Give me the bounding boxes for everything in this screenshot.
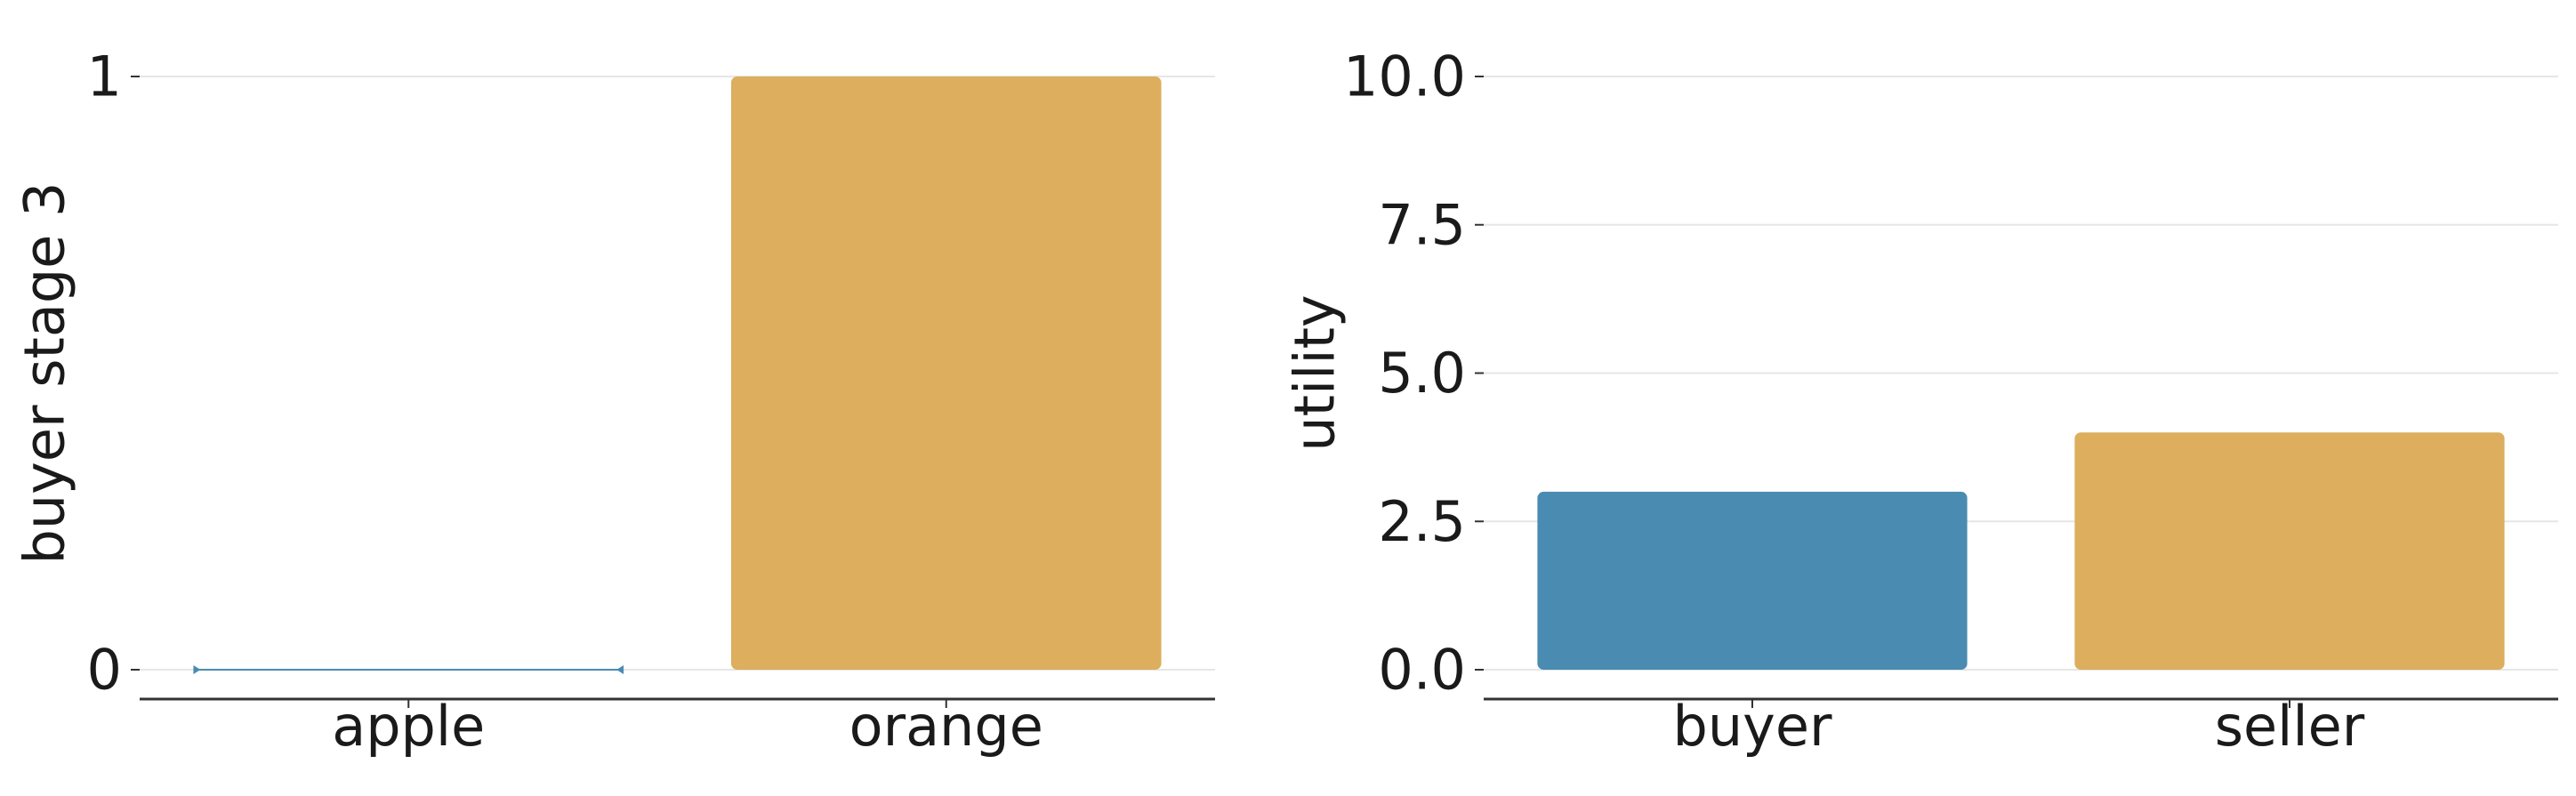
x-tick-label-buyer: buyer bbox=[1673, 694, 1832, 759]
bar-cap-right bbox=[616, 665, 624, 674]
bar-seller bbox=[2074, 432, 2505, 670]
y-axis-title: buyer stage 3 bbox=[12, 182, 77, 565]
bar-orange bbox=[730, 76, 1162, 670]
y-tick-label: 2.5 bbox=[1378, 489, 1466, 554]
x-tick-label-seller: seller bbox=[2215, 694, 2365, 759]
bar-cap-left bbox=[193, 665, 201, 674]
y-tick-label: 0.0 bbox=[1378, 638, 1466, 703]
x-tick-label-orange: orange bbox=[849, 694, 1043, 759]
y-tick-label: 5.0 bbox=[1378, 341, 1466, 406]
bar-buyer bbox=[1537, 491, 1968, 670]
y-tick-label: 0 bbox=[87, 638, 122, 703]
y-tick-label: 10.0 bbox=[1343, 44, 1466, 109]
y-tick-label: 7.5 bbox=[1378, 192, 1466, 257]
y-axis-title: utility bbox=[1283, 294, 1348, 451]
y-tick-label: 1 bbox=[87, 44, 122, 109]
right-chart-panel: 0.0 2.5 5.0 7.5 10.0 buyer seller utility bbox=[1283, 44, 2558, 759]
left-chart-panel: 0 1 apple orange buyer stage 3 bbox=[12, 44, 1215, 759]
x-tick-label-apple: apple bbox=[332, 694, 485, 759]
